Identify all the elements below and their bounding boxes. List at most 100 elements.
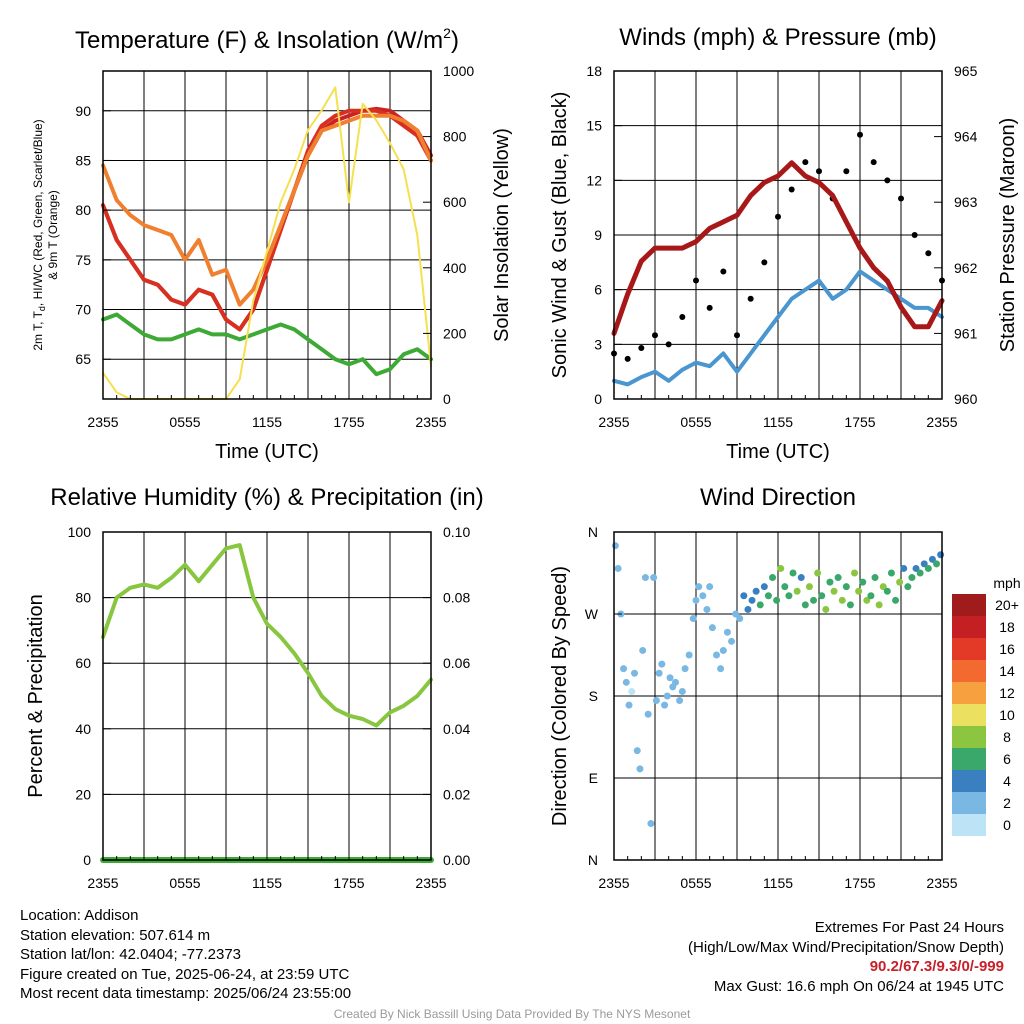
y-tick-label: N [588,524,598,540]
wind-direction-point [871,574,879,582]
gust-point [911,232,918,238]
legend-label: 16 [999,641,1015,657]
legend-swatch [952,770,986,792]
wind-direction-point [875,601,883,609]
legend-title: mph [993,575,1020,591]
wind-direction-point [851,569,859,577]
y2-tick-label: 960 [954,391,978,407]
wind-direction-point [658,660,666,668]
dewpoint-line [101,312,433,377]
wind-direction-point [879,583,887,591]
wind-direction-point [620,665,628,673]
legend-swatch [952,660,986,682]
wind-direction-point [810,596,818,604]
gust-point [652,332,658,339]
wind-direction-point [920,560,928,568]
wind-direction-point [838,596,846,604]
y2-tick-label: 1000 [443,63,474,79]
humidity-ylabel: Percent & Precipitation [25,594,47,797]
y-tick-label: 6 [594,282,602,298]
y-tick-label: 60 [75,655,91,671]
legend-swatch [952,638,986,660]
gust-point [624,355,631,362]
wind-direction-point [644,710,652,718]
legend-swatch [952,682,986,704]
gust-point [843,168,850,175]
legend-swatch [952,616,986,638]
wind-direction-point [900,564,908,572]
gust-point [802,159,809,166]
wind-direction-point [631,669,638,677]
wind-direction-point [695,583,703,591]
gust-point [788,186,795,193]
y-tick-label: 75 [75,252,91,268]
x-tick-label: 1755 [333,414,364,430]
wind-direction-point [678,687,686,695]
heat_index-line [101,108,433,332]
wind-direction-point [713,651,720,659]
gust-point [706,304,713,311]
temperature-ylabel-line2: & 9m T (Orange) [46,190,60,280]
wind-direction-ylabel: Direction (Colored By Speed) [549,566,571,826]
wind-direction-point [652,697,660,705]
wind-direction-point [676,697,684,705]
y2-tick-label: 965 [954,63,978,79]
x-tick-label: 0555 [680,414,711,430]
wind-direction-point [818,592,826,600]
wind-direction-point [728,637,736,645]
wind-direction-point [647,820,655,828]
wind-direction-point [805,583,813,591]
y-tick-label: 3 [594,336,602,352]
x-tick-label: 2355 [598,875,629,891]
wind-direction-point [867,592,875,600]
wind-direction-point [685,651,693,659]
station-info: Location: Addison Station elevation: 507… [20,906,351,1004]
wind-direction-point [650,574,658,582]
wind-direction-point [689,615,697,623]
winds-title: Winds (mph) & Pressure (mb) [619,24,936,51]
y2-tick-label: 0.00 [443,852,470,868]
wind-direction-point [752,587,760,595]
gust-point [898,195,904,202]
temp_9m-line [101,113,433,307]
y-tick-label: W [585,606,599,622]
legend-label: 12 [999,685,1015,701]
y2-tick-label: 0.02 [443,786,470,802]
legend-label: 10 [999,707,1015,723]
max-gust-text: Max Gust: 16.6 mph On 06/24 at 1945 UTC [713,977,1004,995]
y-tick-label: 70 [75,302,91,318]
wind-direction-point [760,583,768,591]
y2-tick-label: 962 [954,260,978,276]
x-tick-label: 2355 [926,875,957,891]
wind-direction-point [723,628,731,636]
y-tick-label: 100 [68,524,92,540]
wind-direction-point [937,551,945,559]
y-tick-label: 20 [75,786,91,802]
wind-direction-point [846,601,854,609]
legend-swatch [952,704,986,726]
gust-point [665,341,672,348]
temperature-ylabel-line1: 2m T, Td, HI/WC (Red, Green, Scarlet/Blu… [31,119,47,350]
recent-data-text: Most recent data timestamp: 2025/06/24 2… [20,985,352,1002]
legend-label: 20+ [995,597,1019,613]
wind-direction-point [614,564,622,572]
y2-tick-label: 400 [443,260,467,276]
gust-point [747,295,754,302]
y2-tick-label: 600 [443,194,467,210]
gust-point [720,268,727,275]
wind-direction-point [781,583,789,591]
gust-point [816,168,822,175]
x-tick-label: 2355 [87,875,118,891]
wind-direction-point [814,569,822,577]
wind-direction-point [666,674,674,682]
legend-swatch [952,748,986,770]
latlon-text: Station lat/lon: 42.0404; -77.2373 [20,946,242,963]
y2-tick-label: 961 [954,325,978,341]
location-text: Location: Addison [20,907,139,924]
temperature-xlabel: Time (UTC) [215,441,319,463]
extremes-values: 90.2/67.3/9.3/0/-999 [869,958,1004,975]
gust-point [734,332,740,339]
gust-point [693,277,699,284]
wind-direction-point [773,596,781,604]
x-tick-label: 2355 [926,414,957,430]
